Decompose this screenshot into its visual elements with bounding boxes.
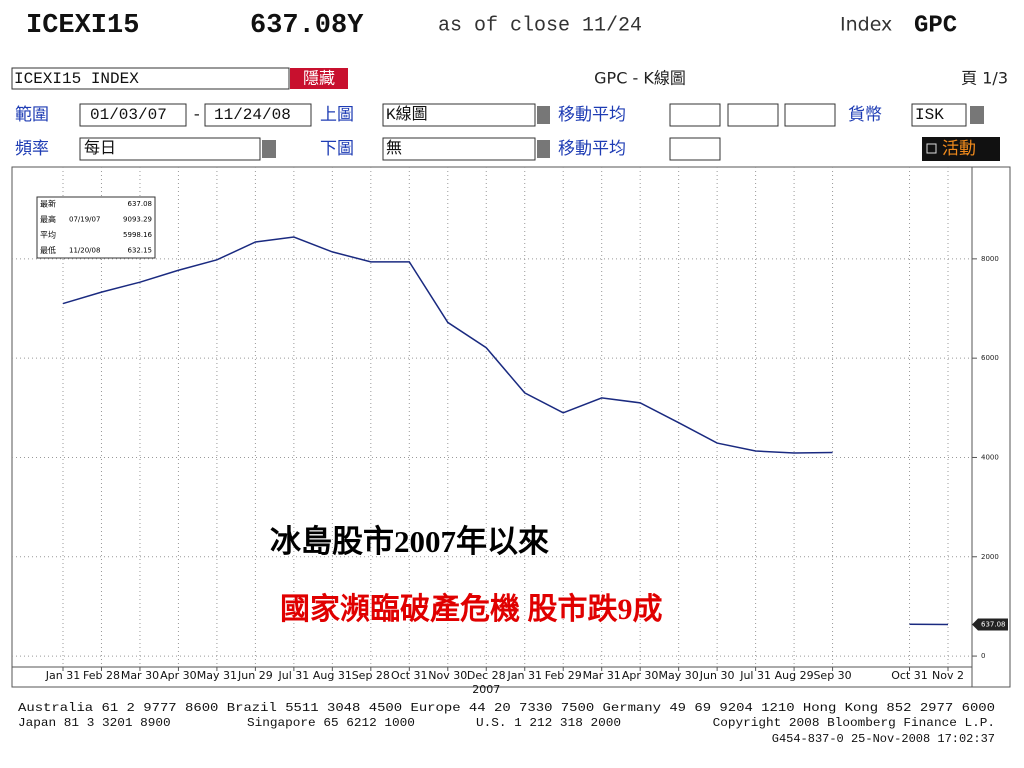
upper-label: 上圖 [320,105,354,125]
upper-field[interactable] [382,103,536,127]
dropdown[interactable] [970,106,984,124]
x-tick-label: Aug 31 [313,669,352,682]
x-tick-label: Dec 28 [467,669,506,682]
stats-box [36,196,156,259]
x-tick-label: Sep 28 [352,669,390,682]
x-tick-label: Apr 30 [160,669,197,682]
page-indicator: 頁 1/3 [961,69,1008,88]
freq-field[interactable] [79,137,261,161]
footer: Australia 61 2 9777 8600 Brazil 5511 304… [18,701,995,746]
stat-value: 632.15 [128,247,153,255]
x-tick-label: May 31 [197,669,237,682]
x-tick-label: Jan 31 [507,669,542,682]
ma-label: 移動平均 [558,139,626,159]
x-tick-label: Jun 29 [237,669,273,682]
stat-value: 9093.29 [123,216,152,224]
ma-field[interactable] [669,137,721,161]
stat-value: 5998.16 [123,231,152,239]
security[interactable]: ICEXI15 INDEX [14,70,139,88]
lower-value[interactable]: 無 [386,139,402,158]
x-tick-label: Jul 31 [739,669,771,682]
stat-label: 最低 [40,245,56,255]
start-date[interactable]: 01/03/07 [90,106,167,124]
x-tick-label: Jan 31 [45,669,80,682]
freq-label: 頻率 [15,139,49,159]
annotation-subtitle: 國家瀕臨破產危機 股市跌9成 [280,592,663,626]
x-tick-label: Feb 29 [545,669,582,682]
dropdown[interactable] [537,106,550,124]
x-tick-label: Oct 31 [391,669,428,682]
x-tick-label: Mar 31 [583,669,621,682]
range-label: 範圍 [15,105,49,125]
security-type: Index [840,14,892,36]
stat-date: 07/19/07 [69,216,100,224]
last-price-label: 637.08 [981,620,1006,628]
hide-label[interactable]: 隱藏 [303,69,335,88]
x-tick-label: Oct 31 [891,669,928,682]
stat-date: 11/20/08 [69,247,100,255]
hide-button[interactable] [290,68,348,89]
x-tick-label: Apr 30 [622,669,659,682]
currency-label: 貨幣 [848,105,882,125]
stat-label: 最新 [40,199,56,209]
end-date[interactable]: 11/24/08 [214,106,291,124]
ma-field[interactable] [727,103,779,127]
footer-line: G454-837-0 25-Nov-2008 17:02:37 [772,732,995,746]
y-tick-label: 4000 [981,453,999,461]
symbol: ICEXI15 [26,11,139,41]
dropdown[interactable] [537,140,550,158]
x-tick-label: Feb 28 [83,669,120,682]
end-date-field[interactable] [204,103,312,127]
ma-field[interactable] [669,103,721,127]
active-button[interactable] [922,137,1000,161]
x-tick-label: Sep 30 [813,669,851,682]
chart-name: GPC - K線圖 [594,69,686,88]
ma-label: 移動平均 [558,105,626,125]
currency-field[interactable] [911,103,967,127]
x-tick-label: Jul 31 [277,669,309,682]
footer-line: Australia 61 2 9777 8600 Brazil 5511 304… [18,701,995,715]
y-tick-label: 6000 [981,354,999,362]
plot: 637.08 [62,236,1008,631]
y-tick-label: 2000 [981,553,999,561]
x-tick-label: Nov 2 [932,669,964,682]
range-separator: - [192,106,202,124]
x-tick-label: May 30 [659,669,699,682]
lower-field[interactable] [382,137,536,161]
stat-value: 637.08 [128,200,153,208]
annotation-title: 冰島股市2007年以來 [270,524,549,559]
x-tick-label: Aug 29 [775,669,814,682]
x-tick-label: Nov 30 [428,669,467,682]
last-price-tag [972,618,1008,631]
as-of: as of close 11/24 [438,14,642,37]
checkbox[interactable] [926,143,937,154]
stat-label: 最高 [40,214,56,224]
footer-line: Japan 81 3 3201 8900 Singapore 65 6212 1… [18,716,995,730]
start-date-field[interactable] [79,103,187,127]
y-tick-label: 8000 [981,255,999,263]
freq[interactable]: 每日 [84,139,116,158]
stats: 最新 637.08 最高 07/19/07 9093.29 平均 5998.16 最低 11/2… [40,199,153,256]
x-tick-label: Jun 30 [699,669,735,682]
lower-label: 下圖 [320,139,354,159]
dropdown[interactable] [262,140,276,158]
price-line [62,236,833,454]
function: GPC [914,12,957,39]
y-tick-label: 0 [981,652,985,660]
security-field[interactable] [11,67,290,90]
upper-value[interactable]: K線圖 [386,105,428,124]
ma-field[interactable] [784,103,836,127]
price: 637.08Y [250,11,364,41]
currency[interactable]: ISK [915,106,944,124]
active-label[interactable]: 活動 [942,139,976,159]
x-tick-label: Mar 30 [121,669,159,682]
stat-label: 平均 [40,230,56,240]
x-sublabel: 2007 [472,683,500,696]
